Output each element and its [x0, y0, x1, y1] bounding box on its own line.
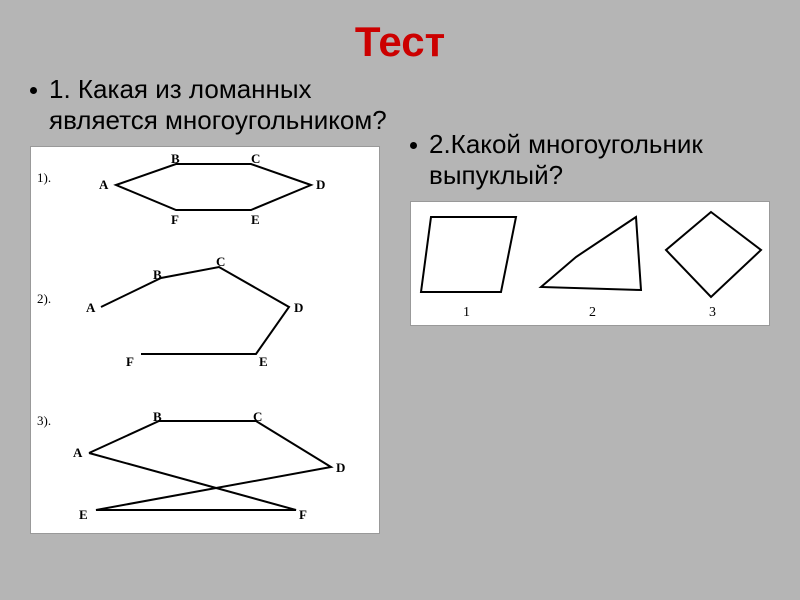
- label-1F: F: [171, 212, 179, 228]
- label-2B: B: [153, 267, 162, 283]
- label-1C: C: [251, 151, 260, 167]
- label-2F: F: [126, 354, 134, 370]
- label-1D: D: [316, 177, 325, 193]
- label-1B: B: [171, 151, 180, 167]
- question-1-text: 1. Какая из ломанных является многоуголь…: [49, 74, 390, 136]
- label-3F: F: [299, 507, 307, 523]
- shapes-right: [411, 202, 771, 312]
- label-3E: E: [79, 507, 88, 523]
- label-3D: D: [336, 460, 345, 476]
- label-2D: D: [294, 300, 303, 316]
- label-1A: A: [99, 177, 108, 193]
- label-2C: C: [216, 254, 225, 270]
- shape-hexagon: [31, 155, 381, 233]
- title-text: Тест: [355, 18, 445, 65]
- label-2A: A: [86, 300, 95, 316]
- label-3A: A: [73, 445, 82, 461]
- shape-open-pentagon: [31, 262, 381, 382]
- label-3B: B: [153, 409, 162, 425]
- fig-r-3: 3: [709, 305, 716, 321]
- content-area: 1. Какая из ломанных является многоуголь…: [0, 74, 800, 534]
- figure-right: 1 2 3: [410, 201, 770, 326]
- label-3C: C: [253, 409, 262, 425]
- fig-r-2: 2: [589, 305, 596, 321]
- fig-r-1: 1: [463, 305, 470, 321]
- question-2: 2.Какой многоугольник выпуклый?: [410, 129, 770, 191]
- bullet-icon: [410, 142, 417, 149]
- figure-left: 1). A B C D E F 2). A B C D E F 3).: [30, 146, 380, 534]
- slide-title: Тест: [0, 0, 800, 74]
- label-2E: E: [259, 354, 268, 370]
- question-2-text: 2.Какой многоугольник выпуклый?: [429, 129, 770, 191]
- right-column: 2.Какой многоугольник выпуклый? 1 2 3: [400, 74, 770, 534]
- left-column: 1. Какая из ломанных является многоуголь…: [30, 74, 400, 534]
- question-1: 1. Какая из ломанных является многоуголь…: [30, 74, 390, 136]
- bullet-icon: [30, 87, 37, 94]
- label-1E: E: [251, 212, 260, 228]
